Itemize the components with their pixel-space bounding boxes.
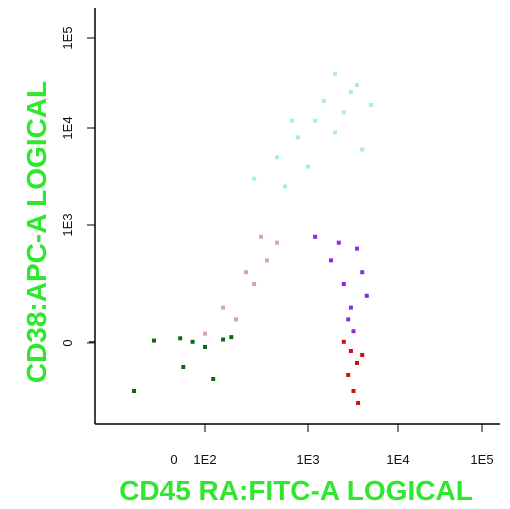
data-point xyxy=(181,365,186,369)
data-point xyxy=(360,353,365,357)
data-point xyxy=(346,317,351,322)
data-point xyxy=(333,71,338,76)
data-point xyxy=(252,176,257,181)
data-point xyxy=(351,329,356,334)
x-tick-label: 1E2 xyxy=(193,452,216,467)
y-tick-label: 1E4 xyxy=(60,116,75,139)
data-point xyxy=(348,349,353,353)
data-point xyxy=(178,336,183,341)
data-point xyxy=(132,389,136,393)
x-axis-title: CD45 RA:FITC-A LOGICAL xyxy=(119,475,473,506)
data-point xyxy=(190,339,195,344)
data-point xyxy=(203,345,207,349)
x-tick-label: 0 xyxy=(170,452,177,467)
data-point xyxy=(296,135,300,140)
data-point xyxy=(348,90,353,95)
data-point xyxy=(364,293,369,298)
data-point xyxy=(333,130,338,135)
x-tick-label: 1E5 xyxy=(470,452,493,467)
data-point xyxy=(329,258,333,263)
data-point xyxy=(368,103,373,107)
x-axis-ticks xyxy=(204,424,483,432)
data-point xyxy=(265,258,269,263)
data-point xyxy=(355,361,359,365)
data-point xyxy=(321,98,326,103)
data-point xyxy=(234,317,238,322)
data-point xyxy=(275,240,279,245)
data-point xyxy=(221,305,226,310)
x-tick-label: 1E3 xyxy=(296,452,319,467)
data-point xyxy=(313,234,318,239)
data-point xyxy=(336,240,341,245)
data-point xyxy=(221,337,226,342)
data-point xyxy=(275,155,279,160)
data-point xyxy=(211,377,216,381)
data-point xyxy=(313,118,318,123)
data-point xyxy=(152,338,156,343)
data-point xyxy=(341,339,346,344)
data-point xyxy=(203,331,207,336)
data-point xyxy=(360,147,365,152)
data-point xyxy=(252,282,257,286)
data-point xyxy=(351,389,356,393)
data-point xyxy=(283,184,288,189)
data-point xyxy=(341,110,346,115)
data-point xyxy=(259,234,263,239)
data-points xyxy=(132,71,373,405)
y-tick-label: 1E3 xyxy=(60,213,75,236)
data-point xyxy=(306,164,310,169)
x-tick-label: 1E4 xyxy=(386,452,409,467)
y-axis-ticks xyxy=(87,37,95,344)
data-point xyxy=(355,83,359,88)
y-tick-label: 1E5 xyxy=(60,26,75,49)
data-point xyxy=(244,270,248,275)
data-point xyxy=(290,118,294,123)
data-point xyxy=(360,270,365,275)
data-point xyxy=(346,373,351,377)
y-axis-title: CD38:APC-A LOGICAL xyxy=(21,81,52,383)
y-tick-label: 0 xyxy=(60,339,75,346)
data-point xyxy=(229,335,234,340)
data-point xyxy=(341,282,346,286)
data-point xyxy=(356,401,361,405)
data-point xyxy=(348,305,353,310)
data-point xyxy=(355,246,359,251)
